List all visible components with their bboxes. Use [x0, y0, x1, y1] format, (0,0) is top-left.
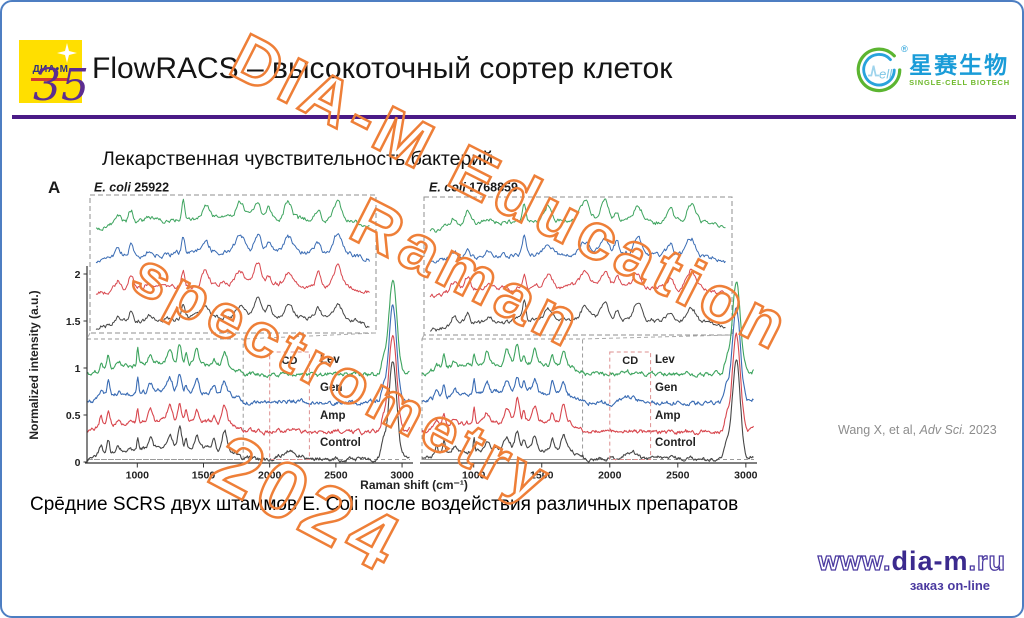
svg-text:ell: ell	[879, 67, 893, 82]
site-tagline: заказ on-line	[909, 578, 990, 593]
registered-mark: ®	[901, 44, 908, 54]
x-tick-label: 3000	[734, 470, 758, 482]
url-ru: .ru	[968, 545, 1006, 576]
citation-authors: Wang X, et al,	[838, 423, 920, 437]
x-tick-label: 2000	[598, 470, 622, 482]
raman-trace-amp	[86, 334, 411, 436]
y-tick-label: 1	[75, 363, 81, 375]
series-label-control: Control	[320, 437, 361, 449]
url-dia-m: dia-m	[891, 546, 969, 576]
dia-m-logo: ДИА•М	[19, 40, 82, 103]
x-tick-label: 1500	[192, 470, 216, 482]
slide-title: FlowRACS – высокоточный сортер клеток	[92, 52, 673, 85]
inset-trace-gen	[95, 233, 370, 264]
inset-trace-gen	[429, 234, 726, 264]
zoom-connector-line	[582, 334, 733, 340]
dia-m-site-logo: www.dia-m.ru заказ on-line	[817, 545, 1006, 593]
series-label-lev: Lev	[655, 354, 675, 366]
x-tick-label: 2500	[666, 470, 690, 482]
citation-journal: Adv Sci.	[919, 423, 966, 437]
site-url: www.dia-m.ru	[817, 545, 1006, 577]
raman-trace-gen	[421, 307, 754, 408]
series-label-gen: Gen	[655, 382, 677, 394]
star-icon	[57, 43, 77, 63]
xingsai-chinese-name: 星赛生物	[909, 51, 1010, 78]
figure-subtitle: Лекарственная чувствительность бактерий	[102, 148, 494, 170]
x-tick-label: 1000	[126, 470, 150, 482]
series-label-control: Control	[655, 437, 696, 449]
panel-title: E. coli 1768859	[429, 181, 518, 195]
dia-m-logo-text: ДИА•М	[32, 64, 69, 75]
zoom-connector-line	[421, 334, 425, 340]
figure-caption: Сре̄дние SCRS двух штаммов E. Coli после…	[30, 494, 739, 515]
zoom-connector-line	[86, 332, 91, 340]
y-tick-label: 1.5	[66, 316, 81, 328]
x-tick-label: 1500	[530, 470, 554, 482]
x-axis-label: Raman shift (cm⁻¹)	[360, 478, 468, 492]
y-tick-label: 0	[75, 457, 81, 469]
zoom-inset-box	[89, 194, 377, 334]
x-tick-label: 1000	[462, 470, 486, 482]
dia-m-logo-tagline	[31, 78, 69, 81]
y-tick-label: 0.5	[66, 410, 81, 422]
inset-trace-control	[429, 299, 726, 332]
series-label-amp: Amp	[320, 410, 346, 422]
inset-trace-control	[95, 296, 370, 330]
header-divider	[12, 115, 1016, 119]
y-axis-label: Normalized intensity (a.u.)	[27, 290, 41, 439]
zoom-connector-line	[243, 332, 377, 340]
raman-trace-control	[86, 361, 410, 463]
inset-trace-lev	[429, 198, 726, 233]
fingerprint-region-box	[421, 338, 584, 460]
zoom-inset-box	[423, 196, 733, 336]
series-label-gen: Gen	[320, 382, 342, 394]
x-tick-label: 2500	[324, 470, 348, 482]
cd-region-label: CD	[282, 355, 298, 367]
raman-trace-gen	[86, 304, 410, 407]
citation: Wang X, et al, Adv Sci. 2023	[838, 423, 997, 437]
x-tick-label: 3000	[390, 470, 414, 482]
raman-trace-amp	[421, 332, 754, 436]
panel-letter: A	[48, 178, 61, 197]
cd-region-box	[609, 351, 652, 460]
raman-trace-lev	[421, 281, 754, 378]
raman-trace-lev	[86, 279, 410, 379]
cd-region-box	[269, 351, 310, 460]
panel-title: E. coli 25922	[94, 181, 169, 195]
single-cell-biotech-logo: ell ® 星赛生物 SINGLE-CELL BIOTECH	[855, 44, 1010, 94]
inset-trace-lev	[95, 198, 370, 231]
fingerprint-region-box	[86, 338, 244, 460]
cd-region-label: CD	[622, 355, 638, 367]
anniversary-35: 35	[33, 60, 89, 111]
y-tick-label: 2	[75, 269, 81, 281]
x-tick-label: 2000	[258, 470, 282, 482]
citation-year: 2023	[965, 423, 997, 437]
url-www: www.	[817, 545, 892, 576]
series-label-amp: Amp	[655, 410, 681, 422]
raman-trace-control	[421, 359, 754, 463]
inset-trace-amp	[429, 268, 726, 299]
series-label-lev: Lev	[320, 354, 340, 366]
inset-trace-amp	[95, 262, 370, 295]
watermark-line-2: Raman	[339, 182, 598, 364]
xingsai-english-name: SINGLE-CELL BIOTECH	[909, 78, 1010, 88]
watermark-line-3: spectrometry	[120, 238, 565, 520]
cell-logo-icon: ell	[856, 47, 902, 93]
